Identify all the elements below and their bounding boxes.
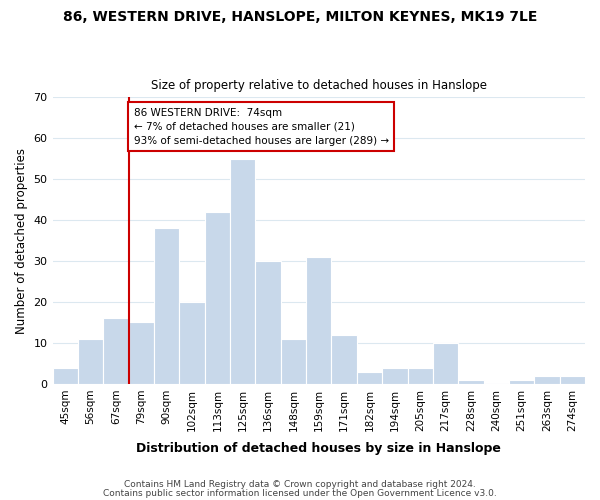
Bar [154, 228, 179, 384]
Y-axis label: Number of detached properties: Number of detached properties [15, 148, 28, 334]
Bar [256, 261, 281, 384]
Bar [306, 257, 331, 384]
Bar [103, 318, 128, 384]
Bar [433, 343, 458, 384]
Bar [534, 376, 560, 384]
Bar [560, 376, 585, 384]
Bar [407, 368, 433, 384]
Bar [382, 368, 407, 384]
Bar [205, 212, 230, 384]
Bar [53, 368, 78, 384]
Bar [509, 380, 534, 384]
Bar [78, 339, 103, 384]
Title: Size of property relative to detached houses in Hanslope: Size of property relative to detached ho… [151, 79, 487, 92]
Bar [128, 322, 154, 384]
Bar [458, 380, 484, 384]
Text: Contains HM Land Registry data © Crown copyright and database right 2024.: Contains HM Land Registry data © Crown c… [124, 480, 476, 489]
Bar [331, 335, 357, 384]
Bar [230, 158, 256, 384]
Text: 86, WESTERN DRIVE, HANSLOPE, MILTON KEYNES, MK19 7LE: 86, WESTERN DRIVE, HANSLOPE, MILTON KEYN… [63, 10, 537, 24]
X-axis label: Distribution of detached houses by size in Hanslope: Distribution of detached houses by size … [136, 442, 501, 455]
Text: Contains public sector information licensed under the Open Government Licence v3: Contains public sector information licen… [103, 489, 497, 498]
Text: 86 WESTERN DRIVE:  74sqm
← 7% of detached houses are smaller (21)
93% of semi-de: 86 WESTERN DRIVE: 74sqm ← 7% of detached… [134, 108, 389, 146]
Bar [357, 372, 382, 384]
Bar [179, 302, 205, 384]
Bar [281, 339, 306, 384]
